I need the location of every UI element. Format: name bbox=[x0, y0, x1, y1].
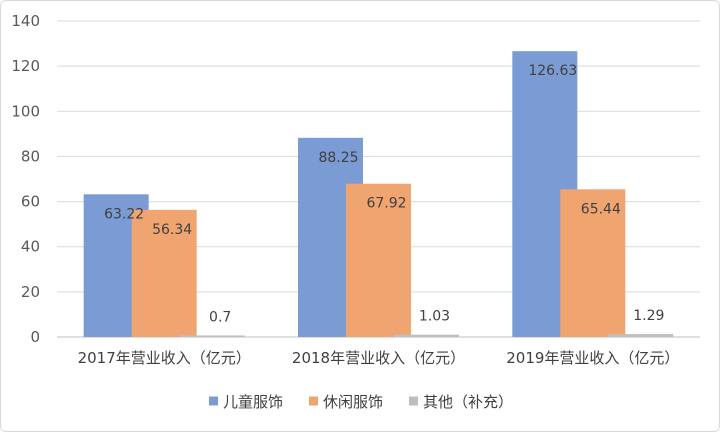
legend-label: 儿童服饰 bbox=[223, 393, 283, 411]
x-tick-label: 2019年营业收入（亿元） bbox=[506, 349, 679, 367]
y-tick-label: 120 bbox=[11, 57, 40, 75]
legend-swatch bbox=[309, 396, 318, 406]
legend-label: 休闲服饰 bbox=[323, 393, 383, 411]
bar-3-3 bbox=[608, 334, 674, 337]
bar-3-1 bbox=[179, 335, 245, 338]
legend-swatch bbox=[409, 396, 418, 406]
x-tick-label: 2017年营业收入（亿元） bbox=[78, 349, 251, 367]
y-tick-label: 100 bbox=[11, 102, 40, 120]
y-tick-label: 0 bbox=[30, 328, 40, 346]
x-axis: 2017年营业收入（亿元） 2018年营业收入（亿元） 2019年营业收入（亿元） bbox=[78, 349, 680, 367]
y-tick-label: 80 bbox=[21, 147, 40, 165]
x-tick-label: 2018年营业收入（亿元） bbox=[292, 349, 465, 367]
bar-3-2 bbox=[394, 334, 459, 337]
data-label: 1.29 bbox=[633, 308, 664, 324]
data-label: 126.63 bbox=[528, 63, 577, 79]
legend-label: 其他（补充） bbox=[423, 393, 513, 411]
data-label: 67.92 bbox=[366, 196, 406, 212]
bars bbox=[83, 51, 674, 338]
legend: 儿童服饰 休闲服饰 其他（补充） bbox=[209, 393, 513, 411]
data-labels: 63.22 56.34 0.7 88.25 67.92 1.03 126.63 65.44 1.… bbox=[104, 63, 664, 325]
data-label: 0.7 bbox=[209, 309, 231, 325]
data-label: 88.25 bbox=[318, 150, 358, 166]
legend-swatch bbox=[209, 396, 218, 406]
y-axis: 0 20 40 60 80 100 120 140 bbox=[11, 12, 40, 346]
y-tick-label: 40 bbox=[21, 238, 40, 256]
data-label: 56.34 bbox=[152, 222, 192, 238]
bar-2-1 bbox=[131, 209, 197, 337]
y-tick-label: 60 bbox=[21, 193, 40, 211]
y-tick-label: 20 bbox=[21, 283, 40, 301]
y-tick-label: 140 bbox=[11, 12, 40, 30]
data-label: 65.44 bbox=[581, 201, 621, 217]
bar-2-3 bbox=[560, 189, 626, 337]
data-label: 1.03 bbox=[419, 309, 450, 325]
data-label: 63.22 bbox=[104, 206, 144, 222]
bar-2-2 bbox=[346, 183, 411, 337]
